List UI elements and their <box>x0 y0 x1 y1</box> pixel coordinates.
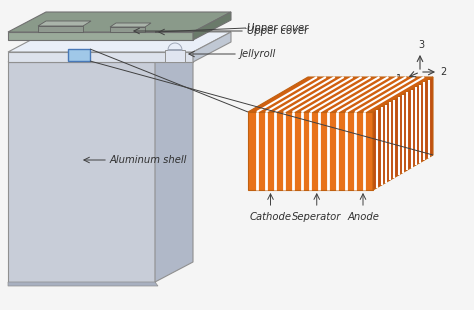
Text: Anode: Anode <box>347 212 379 222</box>
Text: Aluminum shell: Aluminum shell <box>110 155 187 165</box>
Polygon shape <box>8 62 155 282</box>
Polygon shape <box>8 32 231 52</box>
Polygon shape <box>248 77 433 112</box>
Polygon shape <box>8 52 193 62</box>
Polygon shape <box>155 42 193 282</box>
Text: 2: 2 <box>440 67 446 77</box>
Polygon shape <box>68 49 90 61</box>
Polygon shape <box>38 26 83 32</box>
Polygon shape <box>110 27 145 32</box>
Polygon shape <box>38 21 91 26</box>
Polygon shape <box>8 12 231 32</box>
Text: Cathode: Cathode <box>249 212 292 222</box>
Polygon shape <box>168 43 182 50</box>
Polygon shape <box>193 32 231 62</box>
Polygon shape <box>8 282 158 286</box>
Polygon shape <box>193 12 231 40</box>
Text: 3: 3 <box>418 40 424 50</box>
Polygon shape <box>248 112 373 190</box>
Polygon shape <box>373 77 433 190</box>
Text: Upper cover: Upper cover <box>247 23 308 33</box>
Text: Seperator: Seperator <box>292 212 341 222</box>
Polygon shape <box>165 50 185 62</box>
Text: Jellyroll: Jellyroll <box>240 49 276 59</box>
Polygon shape <box>8 32 193 40</box>
Text: Upper cover: Upper cover <box>247 26 308 36</box>
Polygon shape <box>110 23 151 27</box>
Text: 1: 1 <box>396 74 402 84</box>
Polygon shape <box>8 42 193 62</box>
